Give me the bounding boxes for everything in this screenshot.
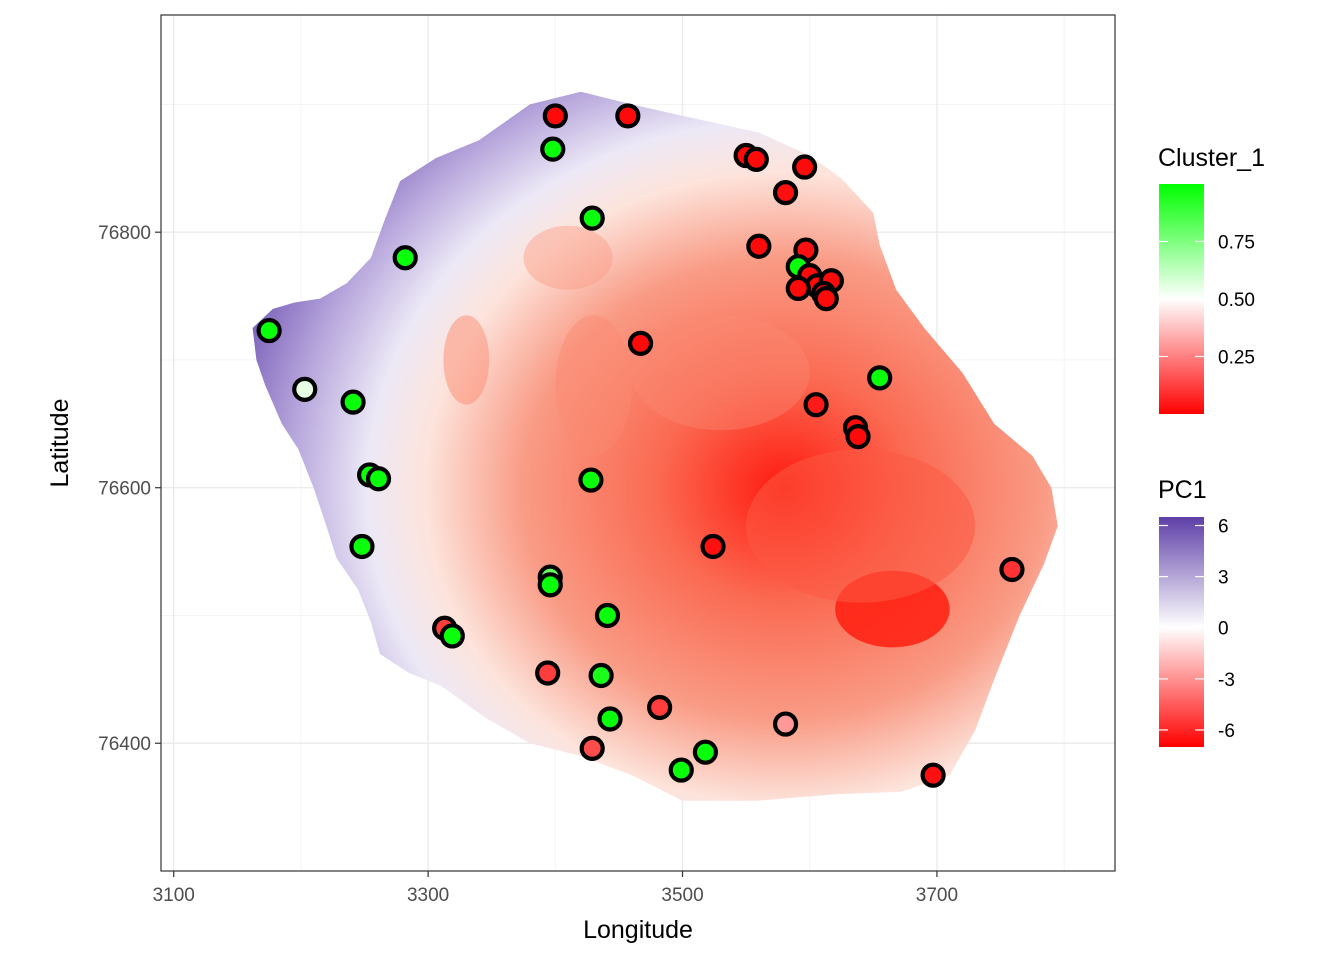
data-point (627, 330, 654, 356)
data-point (392, 245, 418, 271)
legend-pc1-title: PC1 (1158, 476, 1207, 504)
raster-region (746, 449, 976, 603)
legend-pc1: PC1 6 3 0 -3 -6 (1158, 476, 1235, 747)
x-tick-label: 3500 (661, 885, 703, 906)
y-tick-label: 76400 (98, 734, 151, 755)
data-point (845, 424, 871, 450)
data-point (785, 275, 811, 302)
data-point (537, 572, 563, 598)
y-tick-label: 76800 (98, 223, 151, 244)
data-point (365, 466, 392, 492)
raster-region (555, 315, 632, 456)
x-axis: 3100 3300 3500 3700 (153, 871, 958, 906)
legend-tick-label: -6 (1218, 721, 1235, 742)
data-point (803, 392, 829, 418)
legend-tick-label: 0.75 (1218, 233, 1255, 254)
legend-tick-label: 3 (1218, 568, 1229, 589)
data-point (668, 757, 694, 783)
legend-pc1-colorbar (1159, 517, 1204, 747)
data-point (920, 762, 946, 788)
data-point (615, 103, 641, 129)
data-point (647, 694, 673, 721)
data-point (588, 662, 614, 689)
legend-tick-label: 0.25 (1218, 348, 1255, 369)
raster-region (443, 315, 490, 405)
data-point (772, 179, 799, 206)
data-point (535, 660, 561, 686)
legend-tick-label: 6 (1218, 517, 1229, 538)
data-point (349, 533, 375, 560)
legend-cluster-title: Cluster_1 (1158, 144, 1265, 172)
data-point (292, 376, 318, 402)
data-point (579, 735, 605, 761)
y-axis-title: Latitude (46, 399, 74, 488)
data-point (540, 136, 566, 162)
data-point (256, 317, 282, 344)
x-tick-label: 3100 (153, 885, 195, 906)
raster-region (631, 315, 810, 431)
data-point (594, 602, 621, 629)
legend-tick-label: 0.50 (1218, 290, 1255, 311)
legend-tick-label: -3 (1218, 670, 1235, 691)
points-layer (256, 103, 1025, 788)
data-point (772, 711, 799, 737)
plot-border (160, 14, 1116, 872)
legend-tick-label: 0 (1218, 619, 1229, 640)
data-point (746, 233, 772, 259)
y-axis: 76400 76600 76800 (98, 223, 161, 755)
data-point (792, 154, 818, 180)
data-point (700, 533, 726, 560)
data-point (542, 103, 568, 129)
data-point (813, 286, 839, 312)
data-point (867, 365, 893, 391)
data-point (578, 467, 604, 493)
raster-region (523, 225, 613, 290)
data-point (743, 146, 769, 172)
x-tick-label: 3700 (916, 885, 958, 906)
data-point (579, 205, 605, 231)
x-axis-title: Longitude (583, 916, 693, 944)
data-point (999, 556, 1025, 583)
data-point (692, 739, 719, 765)
data-point (340, 389, 366, 415)
data-point (439, 623, 465, 649)
legend-cluster: Cluster_1 0.75 0.50 0.25 (1158, 144, 1265, 414)
y-tick-label: 76600 (98, 479, 151, 500)
x-tick-label: 3300 (407, 885, 449, 906)
data-point (597, 706, 623, 732)
